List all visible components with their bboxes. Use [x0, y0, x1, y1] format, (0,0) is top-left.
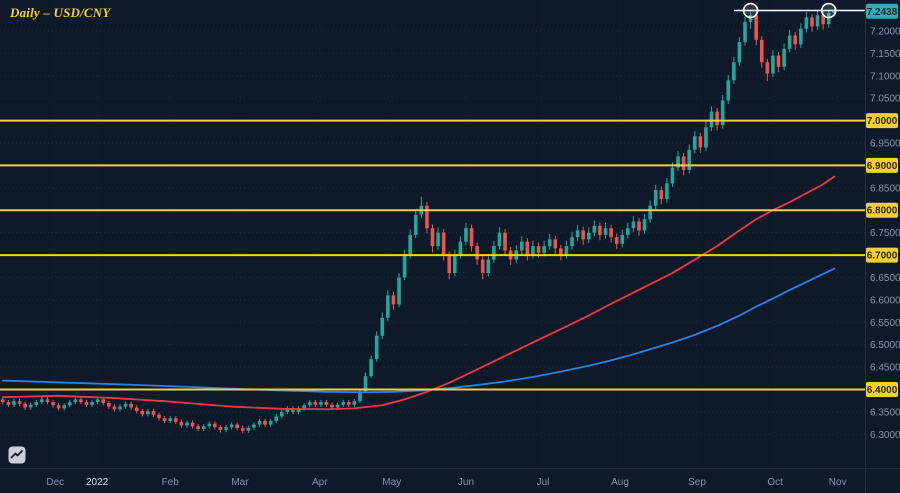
support-resistance-lines[interactable] [0, 119, 865, 391]
level-price-badge-label: 6.7000 [867, 251, 898, 262]
time-tick-label: Jul [537, 477, 550, 488]
candles-layer [0, 8, 837, 434]
time-tick-label: Mar [231, 477, 249, 488]
moving-averages-layer[interactable] [1, 175, 836, 411]
tradingview-logo-icon [8, 446, 26, 464]
price-axis[interactable]: 7.2000 7.1500 7.1000 7.0500 6.9500 6.8500 6.75… [866, 3, 900, 441]
time-tick-label: 2022 [86, 477, 109, 488]
price-tick-label: 6.8500 [870, 183, 900, 194]
level-price-badge [866, 157, 898, 173]
level-price-badge [866, 113, 898, 129]
ma-slow-line[interactable] [1, 267, 836, 394]
ma-fast-line[interactable] [1, 175, 836, 411]
time-tick-label: Feb [162, 477, 180, 488]
time-axis[interactable]: Dec 2022 Feb Mar Apr May Jun Jul Aug Sep Oct Nov [46, 477, 846, 488]
time-tick-label: Dec [46, 477, 64, 488]
level-price-badge [866, 202, 898, 218]
chart-title: Daily – USD/CNY [10, 5, 111, 20]
tradingview-logo[interactable] [8, 446, 26, 464]
last-price-badge [866, 3, 898, 19]
level-price-badge-label: 6.4000 [867, 385, 898, 396]
time-tick-label: Jun [458, 477, 474, 488]
top-marker-circle[interactable] [742, 2, 759, 19]
level-price-badge-label: 7.0000 [867, 116, 898, 127]
price-tick-label: 6.7500 [870, 228, 900, 239]
price-tick-label: 6.5500 [870, 318, 900, 329]
price-tick-label: 7.1500 [870, 49, 900, 60]
double-top-annotation[interactable] [733, 2, 865, 19]
price-tick-label: 7.2000 [870, 26, 900, 37]
price-tick-label: 6.6000 [870, 295, 900, 306]
level-price-badge [866, 382, 898, 398]
price-tick-label: 7.1000 [870, 71, 900, 82]
level-price-badge [866, 247, 898, 263]
time-tick-label: Oct [767, 477, 783, 488]
time-tick-label: May [382, 477, 401, 488]
price-tick-label: 6.5000 [870, 340, 900, 351]
price-tick-label: 6.3000 [870, 430, 900, 441]
time-tick-label: Aug [611, 477, 629, 488]
price-tick-label: 6.6500 [870, 273, 900, 284]
price-tick-label: 6.4500 [870, 363, 900, 374]
top-marker-circle[interactable] [820, 2, 837, 19]
time-tick-label: Nov [829, 477, 847, 488]
time-tick-label: Sep [688, 477, 706, 488]
time-tick-label: Apr [312, 477, 328, 488]
level-price-badge-label: 6.8000 [867, 206, 898, 217]
level-price-badge-label: 6.9000 [867, 161, 898, 172]
price-tick-label: 6.3500 [870, 407, 900, 418]
price-tick-label: 7.0500 [870, 94, 900, 105]
price-tick-label: 6.9500 [870, 139, 900, 150]
last-price-badge-label: 7.2438 [867, 7, 898, 18]
